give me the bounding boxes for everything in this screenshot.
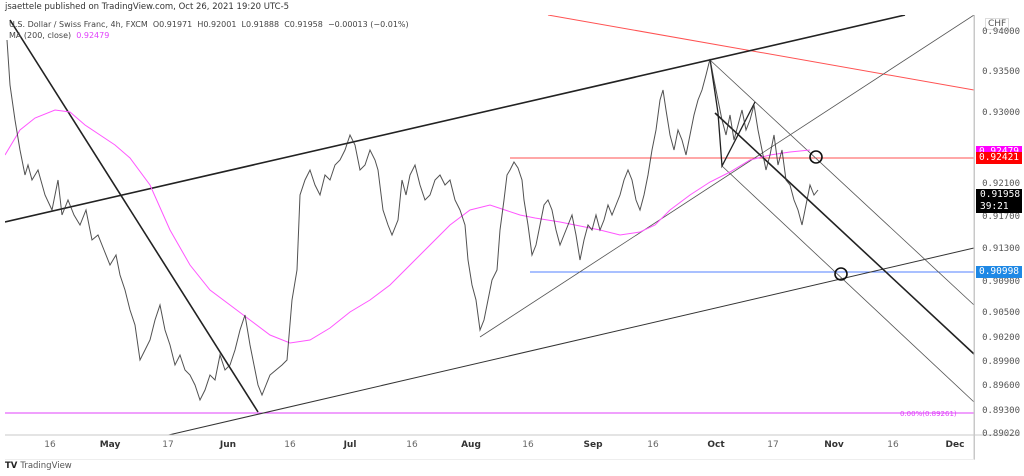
upper-channel-line (5, 15, 906, 223)
price-tick: 0.93500 (982, 67, 1020, 77)
time-tick: Oct (707, 440, 725, 450)
last-price-tag: 0.91958 39:21 (976, 189, 1022, 213)
ma200-line (5, 109, 811, 344)
ma-label: MA (200, close) (9, 31, 72, 40)
open-value: O0.91971 (152, 20, 193, 29)
price-tick: 0.92100 (982, 179, 1020, 189)
time-tick: May (99, 440, 121, 450)
price-tick: 0.90500 (982, 308, 1020, 318)
time-tick: 17 (767, 440, 779, 450)
price-tick: 0.91700 (982, 212, 1020, 222)
ma-row: MA (200, close) 0.92479 (9, 30, 409, 41)
ma-value: 0.92479 (76, 31, 110, 40)
downtrend-line (9, 19, 259, 413)
price-line (6, 39, 819, 402)
tradingview-brand[interactable]: TV TradingView (5, 461, 72, 471)
time-tick: Jul (343, 440, 357, 450)
time-tick: 16 (887, 440, 899, 450)
price-tick: 0.91300 (982, 244, 1020, 254)
symbol-title: U.S. Dollar / Swiss Franc, 4h, FXCM (9, 20, 148, 29)
bar-countdown: 39:21 (980, 201, 1009, 212)
desc-channel-mid (714, 112, 974, 355)
high-value: H0.92001 (197, 20, 237, 29)
price-tick: 0.90900 (982, 277, 1020, 287)
price-tick: 0.89900 (982, 357, 1020, 367)
time-tick: 16 (44, 440, 56, 450)
tradingview-logo-icon: TV (5, 461, 18, 471)
time-tick: 16 (284, 440, 296, 450)
target-circle-upper (809, 150, 823, 164)
currency-label[interactable]: CHF (985, 18, 1010, 30)
zigzag-pattern (709, 58, 756, 169)
publish-info: jsaettele published on TradingView.com, … (5, 2, 290, 12)
low-value: L0.91888 (241, 20, 280, 29)
fib-level-label: 0.00%(0.89261) (900, 410, 957, 418)
desc-channel-lower (721, 165, 974, 403)
support-price-tag: 0.90998 (976, 266, 1022, 278)
red-trendline (547, 15, 974, 91)
last-price-value: 0.91958 (980, 189, 1021, 200)
price-tick: 0.89600 (982, 381, 1020, 391)
chart-legend: U.S. Dollar / Swiss Franc, 4h, FXCM O0.9… (9, 19, 409, 41)
resistance-price-tag: 0.92421 (976, 152, 1022, 164)
close-value: C0.91958 (284, 20, 323, 29)
time-tick: Dec (945, 440, 965, 450)
ohlc-row: U.S. Dollar / Swiss Franc, 4h, FXCM O0.9… (9, 19, 409, 30)
rising-support-line (479, 15, 974, 338)
price-tick: 0.93000 (982, 108, 1020, 118)
brand-name: TradingView (20, 461, 72, 471)
ma-price-tag: 0.92479 (976, 146, 1022, 154)
time-tick: Nov (824, 440, 844, 450)
desc-channel-upper (709, 59, 974, 306)
price-tick: 0.90200 (982, 333, 1020, 343)
time-tick: 16 (647, 440, 659, 450)
lower-channel-line (166, 247, 974, 435)
time-tick: Jun (219, 440, 237, 450)
time-tick: Aug (461, 440, 481, 450)
time-tick: Sep (583, 440, 603, 450)
time-tick: 17 (162, 440, 174, 450)
target-circle-lower (834, 267, 848, 281)
price-tick: 0.89020 (982, 429, 1020, 439)
time-tick: 16 (522, 440, 534, 450)
price-tick: 0.94000 (982, 27, 1020, 37)
price-tick: 0.89300 (982, 406, 1020, 416)
time-tick: 16 (406, 440, 418, 450)
change-value: −0.00013 (−0.01%) (327, 20, 409, 29)
